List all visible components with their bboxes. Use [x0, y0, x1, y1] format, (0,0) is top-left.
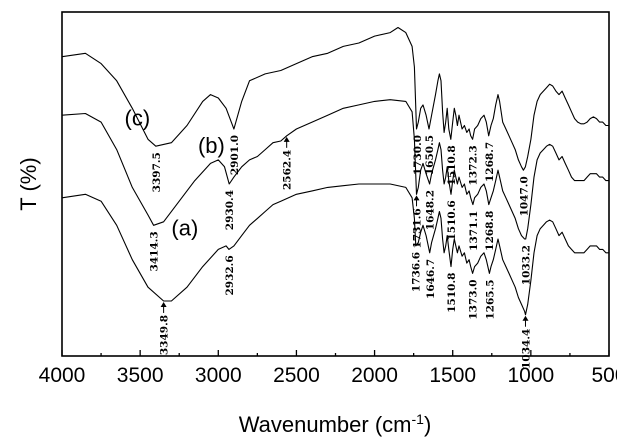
x-tick-label-1000: 1000 — [507, 364, 554, 387]
peak-arrowhead-11 — [413, 195, 420, 201]
x-tick-label-2500: 2500 — [273, 364, 320, 387]
x-tick-label-3000: 3000 — [195, 364, 242, 387]
peak-label-2: 1730.0 — [412, 135, 424, 175]
peak-label-4: 1510.8 — [446, 145, 458, 185]
peak-label-14: 1371.1 — [468, 211, 480, 251]
peak-label-11: 1731.6 — [412, 208, 424, 248]
peak-arrowhead-24 — [522, 315, 529, 321]
peak-label-layer: 3397.5 2901.0 1730.0 1650.5 1510.8 1372.3 1268… — [149, 135, 533, 369]
series-layer — [61, 26, 609, 316]
peak-label-12: 1648.2 — [425, 190, 437, 230]
series-line-1 — [61, 99, 609, 240]
peak-label-6: 1268.7 — [484, 142, 496, 182]
peak-label-0: 3397.5 — [151, 152, 163, 192]
x-tick-label-500: 500 — [591, 364, 617, 387]
peak-label-17: 3349.8 — [159, 315, 171, 355]
x-tick-label-4000: 4000 — [39, 364, 86, 387]
peak-label-8: 3414.3 — [149, 231, 161, 271]
series-line-2 — [61, 183, 609, 316]
peak-label-24: 1034.4 — [520, 329, 532, 369]
peak-label-22: 1373.0 — [468, 279, 480, 319]
peak-label-3: 1650.5 — [424, 135, 436, 175]
peak-arrowhead-17 — [160, 301, 167, 307]
x-tick-label-3500: 3500 — [117, 364, 164, 387]
x-axis-title-end: ) — [424, 412, 431, 437]
x-axis-title-superscript: -1 — [412, 411, 425, 427]
peak-arrowhead-10 — [283, 136, 290, 142]
peak-label-21: 1510.8 — [446, 273, 458, 313]
curve-label-2: (a) — [171, 216, 198, 241]
x-axis-title: Wavenumber (cm-1) — [239, 411, 432, 437]
x-tick-label-2000: 2000 — [351, 364, 398, 387]
series-line-0 — [61, 26, 609, 171]
x-tick-label-1500: 1500 — [429, 364, 476, 387]
peak-label-18: 2932.6 — [224, 255, 236, 295]
peak-label-13: 1510.6 — [446, 200, 458, 240]
peak-label-20: 1646.7 — [425, 259, 437, 299]
x-axis-ticks: 4000 3500 3000 2500 2000 1500 1000 500 — [39, 350, 617, 387]
peak-label-16: 1033.2 — [521, 245, 533, 285]
peak-label-5: 1372.3 — [468, 145, 480, 185]
curve-label-layer: (c) (b) (a) — [125, 106, 225, 241]
curve-label-0: (c) — [125, 106, 151, 131]
y-axis-title: T (%) — [16, 157, 41, 210]
peak-label-7: 1047.0 — [519, 176, 531, 216]
peak-label-19: 1736.6 — [411, 252, 423, 292]
curve-label-1: (b) — [198, 133, 225, 158]
peak-label-10: 2562.4 — [282, 150, 294, 190]
peak-label-9: 2930.4 — [224, 190, 236, 230]
peak-label-1: 2901.0 — [229, 135, 241, 175]
peak-label-23: 1265.5 — [484, 279, 496, 319]
peak-label-15: 1268.8 — [484, 211, 496, 251]
x-axis-title-main: Wavenumber (cm — [239, 412, 412, 437]
